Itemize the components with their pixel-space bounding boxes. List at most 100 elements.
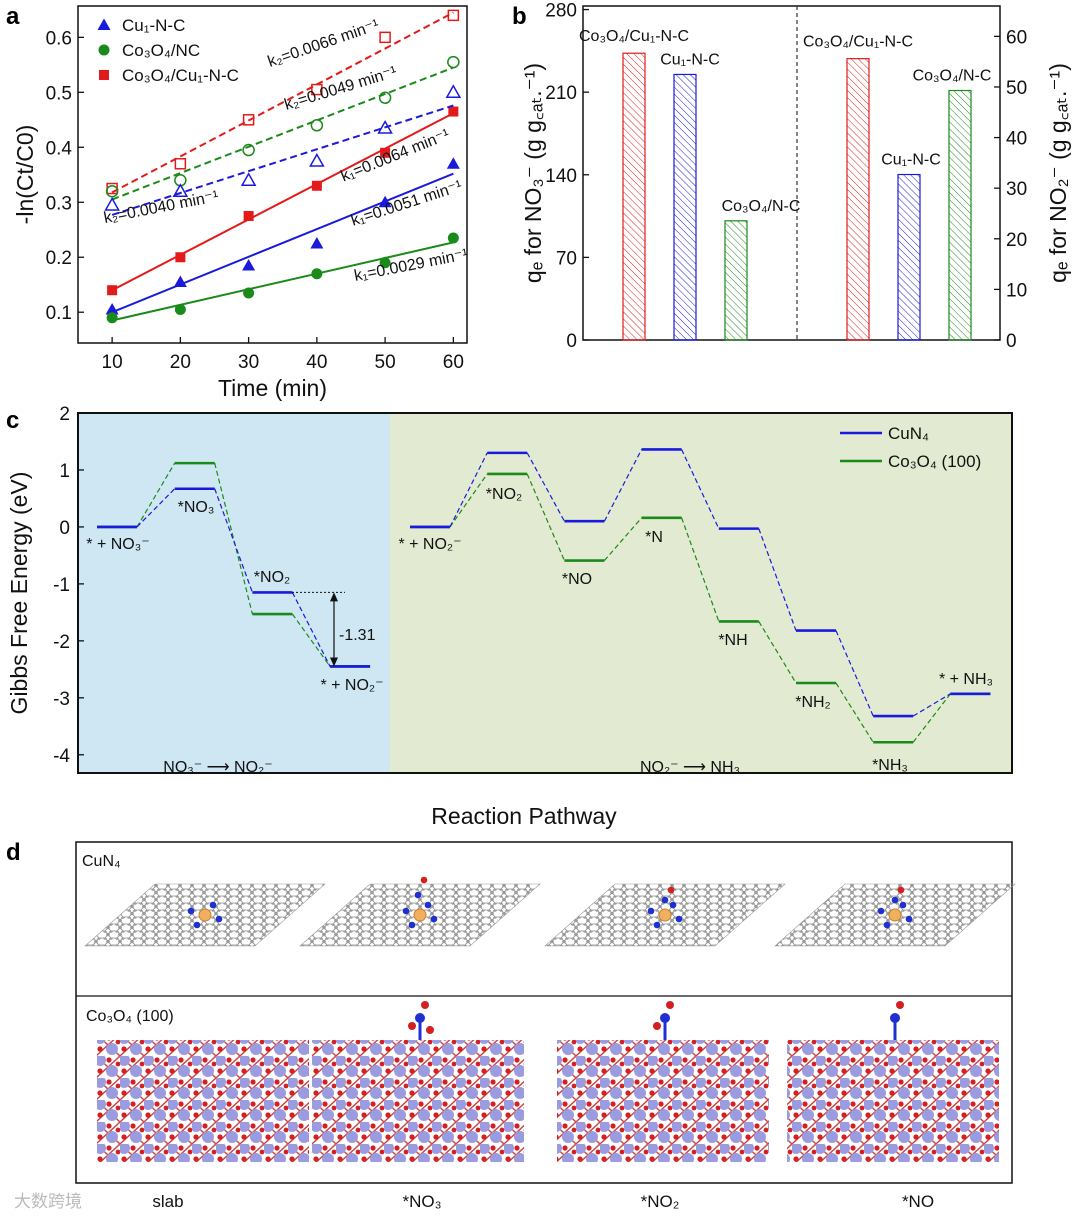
axes-frame bbox=[77, 5, 468, 344]
data-point bbox=[379, 31, 391, 44]
oxide-slab bbox=[557, 1040, 769, 1162]
y-tick-label: 0 bbox=[59, 518, 70, 539]
bar bbox=[673, 73, 697, 341]
step-label: *NO₃ bbox=[178, 499, 215, 516]
arrow-head-down bbox=[330, 657, 338, 667]
bar-label: Co₃O₄/Cu₁-N-C bbox=[803, 34, 913, 51]
data-point bbox=[446, 157, 460, 169]
nitrogen-atom bbox=[430, 915, 438, 923]
panel-c: c -4 -3 -2 -1 0 1 2 Gibbs Free Energy (eV) Reacti… bbox=[6, 404, 1013, 829]
x-tick-label: 60 bbox=[443, 352, 464, 373]
nitrogen-atom bbox=[669, 901, 677, 909]
row-label-cun4: CuN₄ bbox=[82, 853, 121, 870]
energy-connector bbox=[136, 462, 176, 528]
data-point bbox=[311, 83, 323, 96]
energy-connector bbox=[603, 517, 643, 561]
nitrogen-atom bbox=[883, 921, 891, 929]
step-label: * + NO₂⁻ bbox=[320, 677, 383, 694]
y-tick-label: -2 bbox=[53, 632, 70, 653]
nitrogen-atom bbox=[899, 901, 907, 909]
y-tick-label-right: 50 bbox=[1006, 78, 1027, 99]
data-point bbox=[240, 172, 257, 187]
data-point bbox=[243, 211, 254, 222]
nitrogen-atom bbox=[209, 901, 217, 909]
delta-energy-label: -1.31 bbox=[339, 627, 376, 644]
y-tick-label-right: 60 bbox=[1006, 27, 1027, 48]
adsorbate-oxygen bbox=[426, 1026, 434, 1034]
data-point bbox=[447, 55, 460, 69]
bar-label: Co₃O₄/N-C bbox=[913, 68, 992, 85]
nitrogen-atom bbox=[877, 907, 885, 915]
step-label: *NH₂ bbox=[795, 694, 831, 711]
axes-frame bbox=[582, 5, 1001, 341]
adsorbate-oxygen bbox=[897, 886, 905, 894]
nitrogen-atom bbox=[215, 915, 223, 923]
step-label: *NO₂ bbox=[254, 569, 290, 586]
watermark: 大数跨境 bbox=[14, 1192, 82, 1211]
rate-constant-label: k₂=0.0066 min⁻¹ bbox=[266, 17, 382, 71]
row-label-co3o4: Co₃O₄ (100) bbox=[86, 1008, 174, 1025]
graphene-structure bbox=[299, 876, 541, 947]
data-point bbox=[447, 232, 459, 244]
energy-connector bbox=[681, 517, 720, 622]
nitrogen-atom bbox=[675, 915, 683, 923]
data-point bbox=[377, 120, 393, 134]
y-axis-label: Gibbs Free Energy (eV) bbox=[6, 472, 32, 715]
energy-connector bbox=[449, 473, 488, 528]
adsorbate-nitrogen bbox=[414, 891, 422, 899]
bar bbox=[948, 89, 972, 341]
data-point bbox=[311, 268, 323, 280]
energy-connector bbox=[758, 621, 797, 684]
energy-connector bbox=[603, 449, 643, 522]
axes-frame bbox=[77, 412, 1013, 774]
data-point bbox=[105, 302, 119, 315]
arrow-head-up bbox=[330, 592, 338, 602]
adsorbate-nitrogen bbox=[891, 896, 899, 904]
legend-label: Co₃O₄/NC bbox=[122, 41, 200, 60]
adsorbate-nitrogen bbox=[415, 1013, 425, 1023]
region-label: NO₃⁻ ⟶ NO₂⁻ bbox=[163, 759, 272, 776]
bar-label: Cu₁-N-C bbox=[881, 152, 941, 169]
energy-connector bbox=[449, 452, 488, 528]
y-axis-label-left: qₑ for NO₃⁻ (g g꜀ₐₜ.⁻¹) bbox=[520, 63, 546, 283]
copper-atom bbox=[198, 908, 212, 922]
co3o4-slab-structure bbox=[787, 1001, 999, 1162]
data-point bbox=[105, 185, 119, 198]
bar-label: Cu₁-N-C bbox=[660, 51, 720, 68]
panel-letter-d: d bbox=[6, 839, 21, 866]
data-point bbox=[104, 196, 120, 211]
copper-atom bbox=[658, 908, 672, 922]
oxide-slab bbox=[97, 1040, 309, 1162]
column-label: *NO bbox=[902, 1192, 934, 1211]
nitrogen-atom bbox=[187, 907, 195, 915]
data-point bbox=[242, 258, 256, 271]
data-point bbox=[106, 312, 118, 324]
data-point bbox=[175, 252, 186, 263]
adsorbate-oxygen bbox=[653, 1022, 661, 1030]
bar bbox=[622, 52, 646, 341]
adsorbate-oxygen bbox=[408, 1022, 416, 1030]
y-tick-label-left: 140 bbox=[545, 166, 577, 187]
energy-connector bbox=[758, 528, 797, 631]
adsorbate-oxygen bbox=[421, 1001, 429, 1009]
energy-connector bbox=[136, 488, 176, 528]
fit-line bbox=[111, 66, 454, 201]
energy-connector bbox=[912, 693, 951, 717]
copper-atom bbox=[888, 908, 902, 922]
nitrogen-atom bbox=[193, 921, 201, 929]
co3o4-slab-structure bbox=[97, 1040, 309, 1162]
bar bbox=[724, 220, 748, 341]
y-axis-label-right: qₑ for NO₂⁻ (g g꜀ₐₜ.⁻¹) bbox=[1045, 63, 1071, 283]
y-tick-label: 0.6 bbox=[46, 28, 72, 49]
x-tick-label: 20 bbox=[170, 352, 191, 373]
data-point bbox=[310, 236, 324, 249]
nitrogen-atom bbox=[424, 901, 432, 909]
step-label: * + NH₃ bbox=[939, 671, 993, 688]
panel-b: b 0 70 140 210 280 0 10 20 30 40 50 60 qₑ for NO₃⁻ (g… bbox=[512, 1, 1071, 352]
nitrogen-atom bbox=[647, 907, 655, 915]
y-tick-label-right: 10 bbox=[1006, 280, 1027, 301]
graphene-structure bbox=[774, 883, 1016, 947]
panel-d: d CuN₄ Co₃O₄ (100) slab *NO₃ *NO₂ *NO 大数跨境 bbox=[6, 839, 1016, 1211]
y-axis-label: -ln(Ct/C0) bbox=[12, 125, 38, 225]
